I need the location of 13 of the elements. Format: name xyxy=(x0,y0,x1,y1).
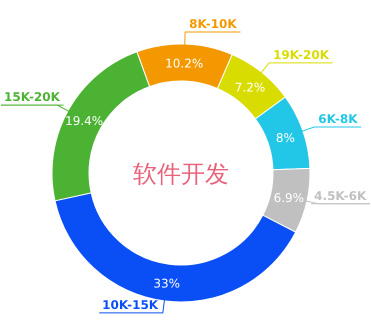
slice-label: 4.5K-6K xyxy=(314,188,367,203)
slice-label: 19K-20K xyxy=(273,48,330,62)
data-label: 6.9% xyxy=(274,191,304,206)
data-label: 10.2% xyxy=(165,56,204,71)
slice-label: 10K-15K xyxy=(102,298,159,312)
data-label: 33% xyxy=(153,276,180,291)
text: 软件开发 xyxy=(133,160,229,188)
slice-label: 6K-8K xyxy=(318,112,358,126)
data-label: 19.4% xyxy=(65,114,104,128)
slice-label: 15K-20K xyxy=(4,90,61,104)
slice-label: 8K-10K xyxy=(189,17,238,32)
data-label: 7.2% xyxy=(234,80,266,95)
data-label: 8% xyxy=(276,130,295,145)
